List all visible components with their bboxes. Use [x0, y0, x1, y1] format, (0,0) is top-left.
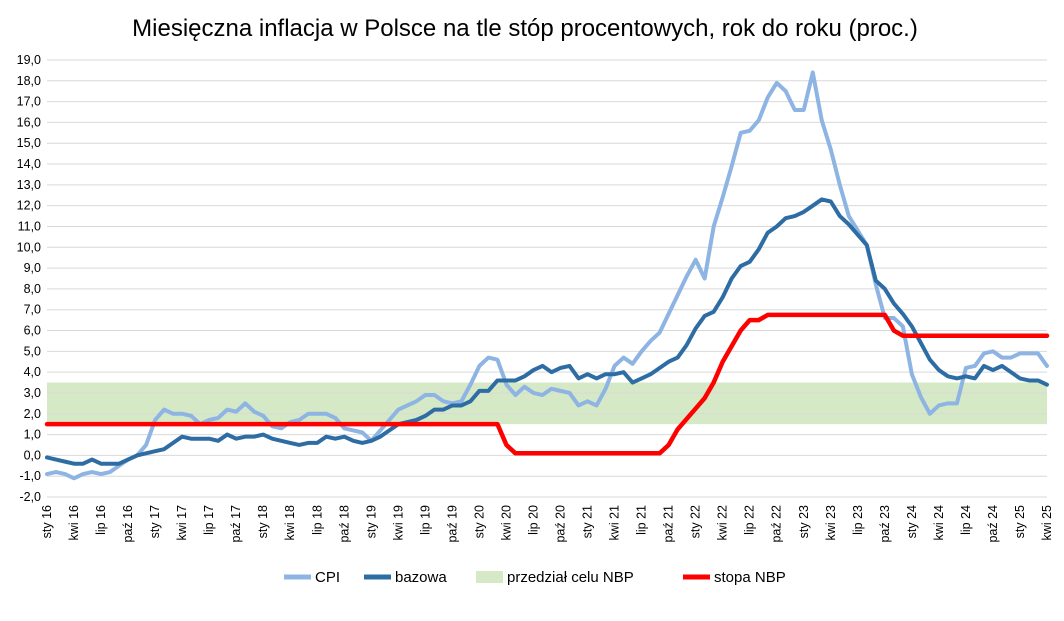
- x-tick-label: paź 17: [229, 505, 243, 543]
- x-tick-label: lip 23: [851, 505, 865, 535]
- x-tick-label: sty 19: [364, 505, 378, 538]
- legend-label: stopa NBP: [714, 569, 786, 586]
- legend-swatch: [476, 571, 503, 583]
- y-tick-label: 18,0: [17, 74, 41, 88]
- x-tick-label: sty 18: [256, 505, 270, 538]
- y-tick-label: 9,0: [24, 261, 41, 275]
- x-tick-label: kwi 24: [932, 505, 946, 540]
- x-tick-label: kwi 18: [283, 505, 297, 540]
- y-tick-label: -1,0: [19, 469, 41, 483]
- x-tick-label: lip 20: [526, 505, 540, 535]
- y-tick-label: 11,0: [18, 219, 41, 233]
- x-tick-label: lip 19: [418, 505, 432, 535]
- y-tick-label: 14,0: [17, 157, 41, 171]
- x-tick-label: paź 21: [662, 505, 676, 543]
- x-tick-label: lip 24: [959, 505, 973, 535]
- y-tick-label: 19,0: [17, 53, 41, 67]
- x-tick-label: sty 25: [1013, 505, 1027, 538]
- grid-layer: [47, 59, 1047, 498]
- y-tick-label: 6,0: [24, 324, 41, 338]
- x-tick-label: lip 21: [635, 505, 649, 535]
- legend: CPI bazowa przedział celu NBP stopa NBP: [284, 569, 786, 586]
- x-tick-label: kwi 16: [67, 505, 81, 540]
- series-line-bazowa: [45, 197, 1049, 466]
- y-tick-label: 5,0: [24, 344, 41, 358]
- x-tick-label: sty 23: [797, 505, 811, 538]
- x-tick-label: paź 23: [878, 505, 892, 543]
- x-tick-label: lip 16: [94, 505, 108, 535]
- x-tick-label: paź 18: [337, 505, 351, 543]
- y-tick-label: 4,0: [24, 365, 41, 379]
- x-tick-label: paź 24: [986, 505, 1000, 543]
- legend-label: bazowa: [395, 569, 447, 586]
- x-tick-label: kwi 25: [1040, 505, 1054, 540]
- x-tick-label: paź 16: [121, 505, 135, 543]
- x-tick-label: sty 21: [581, 505, 595, 538]
- x-tick-label: kwi 17: [175, 505, 189, 540]
- series-layer: [44, 70, 1050, 481]
- series-line-cpi: [45, 70, 1049, 481]
- x-tick-label: paź 22: [770, 505, 784, 543]
- x-tick-label: sty 22: [689, 505, 703, 538]
- x-tick-label: lip 18: [310, 505, 324, 535]
- y-tick-label: 2,0: [24, 407, 41, 421]
- x-tick-label: kwi 23: [824, 505, 838, 540]
- target-band-layer: [47, 382, 1047, 425]
- y-tick-label: 0,0: [24, 448, 41, 462]
- y-tick-labels: -2,0 -1,0 0,0 1,0 2,0 3,0 4,0 5,0 6,0 7,0 8,0 9,0 10…: [17, 53, 41, 504]
- x-tick-label: kwi 21: [608, 505, 622, 540]
- x-tick-label: lip 22: [743, 505, 757, 535]
- y-tick-label: 10,0: [17, 240, 41, 254]
- x-tick-label: lip 17: [202, 505, 216, 535]
- y-tick-label: 8,0: [24, 282, 41, 296]
- y-tick-label: 12,0: [17, 199, 41, 213]
- y-tick-label: -2,0: [19, 490, 41, 504]
- y-tick-label: 16,0: [17, 115, 41, 129]
- x-tick-label: sty 20: [472, 505, 486, 538]
- series-line-stopa-nbp: [44, 312, 1050, 456]
- x-tick-label: sty 24: [905, 505, 919, 538]
- y-tick-label: 1,0: [24, 428, 41, 442]
- y-tick-label: 3,0: [24, 386, 41, 400]
- x-tick-label: kwi 19: [391, 505, 405, 540]
- chart-title: Miesięczna inflacja w Polsce na tle stóp…: [132, 15, 918, 42]
- y-tick-label: 15,0: [17, 136, 41, 150]
- y-tick-label: 17,0: [17, 95, 41, 109]
- x-tick-label: paź 19: [445, 505, 459, 543]
- x-tick-label: kwi 20: [499, 505, 513, 540]
- x-tick-label: kwi 22: [716, 505, 730, 540]
- target-band: [47, 382, 1047, 425]
- x-tick-label: paź 20: [554, 505, 568, 543]
- x-tick-label: sty 16: [40, 505, 54, 538]
- x-tick-label: sty 17: [148, 505, 162, 538]
- y-tick-label: 13,0: [17, 178, 41, 192]
- legend-label: przedział celu NBP: [507, 569, 634, 586]
- legend-label: CPI: [315, 569, 340, 586]
- y-tick-label: 7,0: [24, 303, 41, 317]
- x-tick-labels: sty 16 kwi 16 lip 16 paź 16 sty 17 kwi 17 lip …: [40, 505, 1054, 543]
